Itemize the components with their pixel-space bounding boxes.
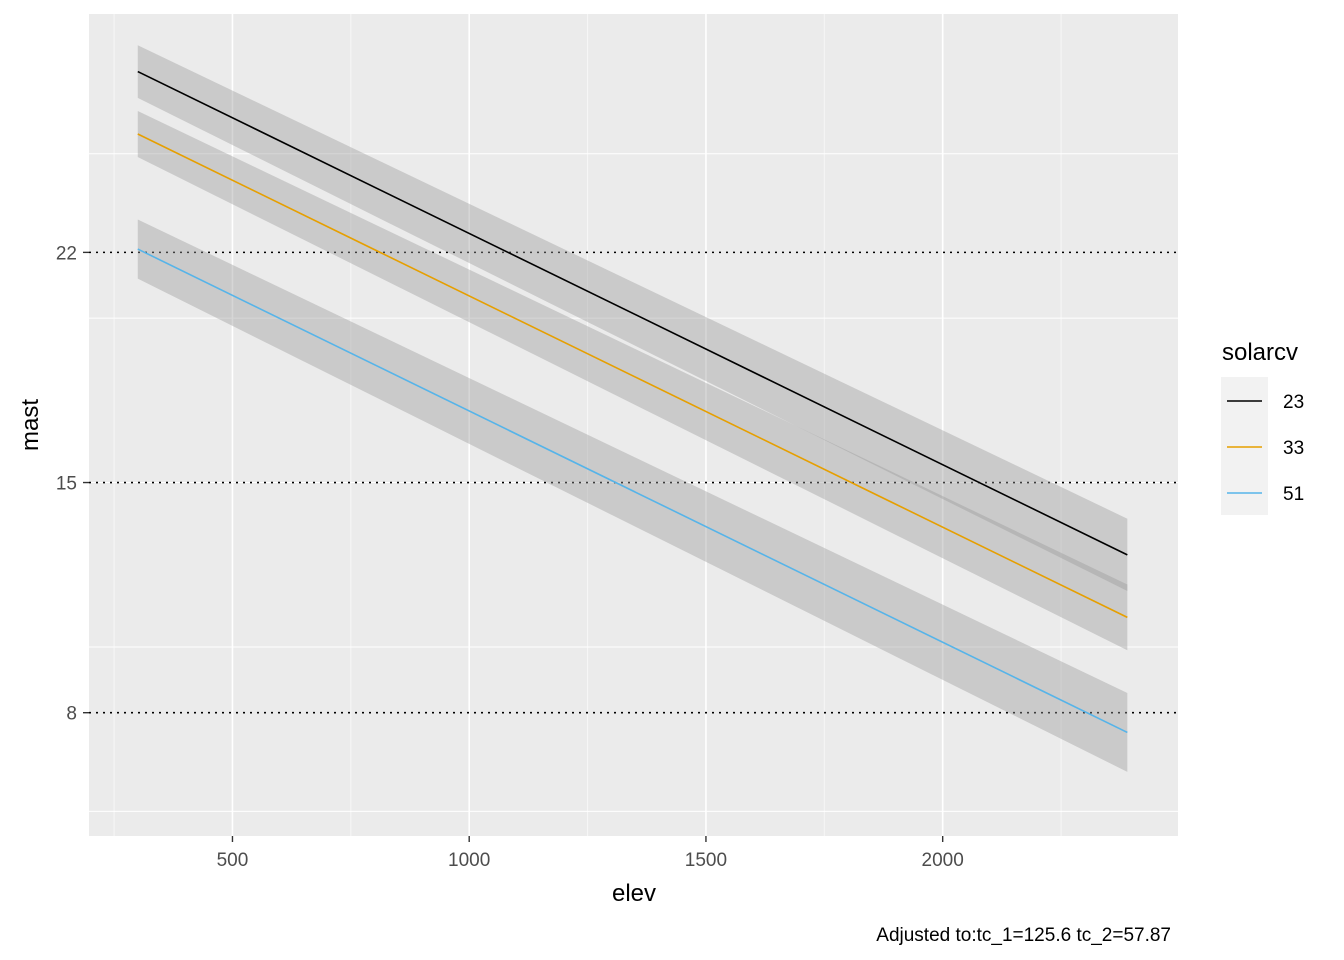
confidence-band-33: [137, 110, 1128, 651]
x-tick-label: 2000: [922, 850, 964, 871]
y-axis-title: mast: [17, 399, 44, 451]
y-axis: 8 15 22: [56, 243, 89, 725]
panel-background: [89, 14, 1178, 836]
x-tick-label: 500: [217, 850, 249, 871]
series-line-51: [137, 248, 1128, 734]
grid: [89, 14, 1178, 836]
y-tick-label: 15: [56, 474, 77, 495]
confidence-bands: [137, 45, 1128, 772]
x-tick-label: 1000: [448, 850, 490, 871]
y-tick-label: 8: [66, 704, 77, 725]
caption: Adjusted to:tc_1=125.6 tc_2=57.87: [876, 925, 1171, 946]
series-lines: [137, 70, 1128, 734]
legend-title: solarcv: [1222, 339, 1298, 366]
series-line-33: [137, 133, 1128, 619]
x-axis: 500 1000 1500 2000: [217, 836, 964, 871]
legend-label-51: 51: [1283, 484, 1304, 505]
confidence-band-51: [137, 219, 1128, 772]
legend-keys-background: [1221, 377, 1268, 515]
x-axis-title: elev: [612, 880, 656, 907]
legend: solarcv 23 33 51: [1221, 339, 1304, 515]
x-tick-label: 1500: [685, 850, 727, 871]
confidence-band-23: [137, 45, 1128, 592]
series-line-23: [137, 70, 1128, 556]
legend-label-23: 23: [1283, 392, 1304, 413]
y-tick-label: 22: [56, 243, 77, 264]
legend-label-33: 33: [1283, 438, 1304, 459]
